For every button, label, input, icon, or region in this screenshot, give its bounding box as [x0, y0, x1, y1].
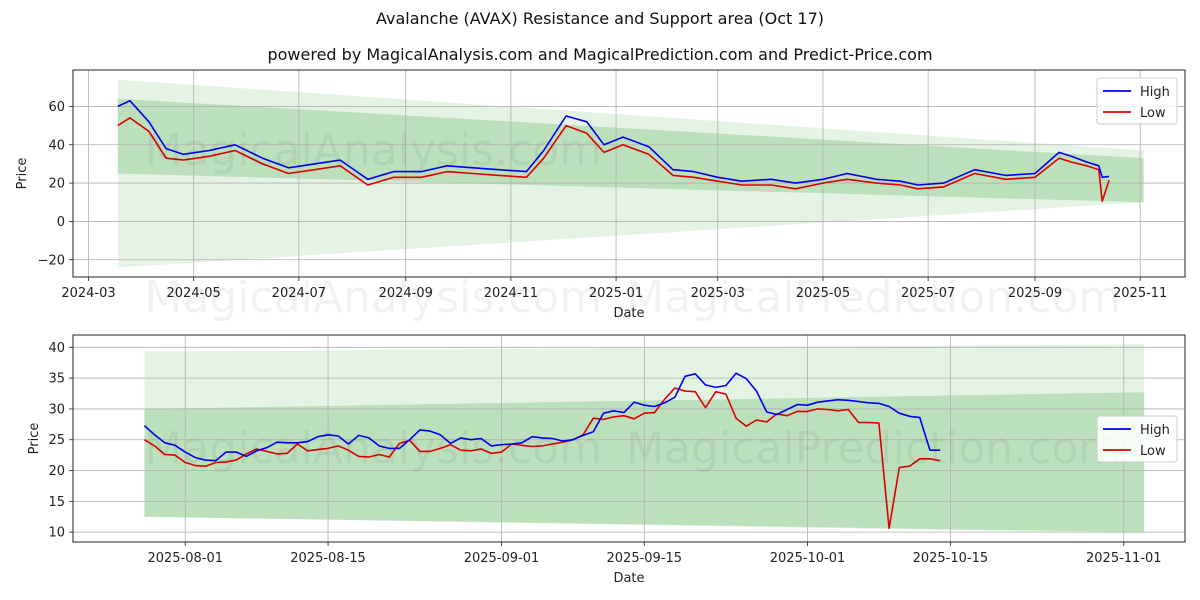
x-tick-label: 2024-11	[484, 286, 538, 301]
series-line-low	[117, 117, 1110, 203]
x-tick-label: 2024-07	[272, 286, 326, 301]
watermark: MagicalAnalysis.com	[144, 272, 602, 323]
x-tick-label: 2025-08-15	[290, 551, 366, 566]
x-axis-label: Date	[613, 306, 644, 321]
axes-frame	[72, 69, 1186, 278]
series-line-high	[143, 372, 941, 462]
y-tick-label: 0	[57, 215, 65, 230]
watermark: MagicalPrediction.com	[626, 272, 1121, 323]
chart-panel-1: 2024-03 2024-05 2024-07 2024-09 2024-11 2025-…	[15, 69, 1186, 323]
legend-low-2-label: Low	[1140, 444, 1166, 459]
legend-high-1-label: High	[1140, 85, 1170, 100]
chart-subtitle: powered by MagicalAnalysis.com and Magic…	[267, 45, 933, 64]
axes-frame	[72, 334, 1186, 543]
x-tick-label: 2025-08-01	[147, 551, 223, 566]
x-tick-label: 2025-11-01	[1086, 551, 1162, 566]
legend-high-2-label: High	[1140, 423, 1170, 438]
y-tick-label: 25	[48, 433, 65, 448]
x-tick-label: 2025-03	[691, 286, 745, 301]
chart-title: Avalanche (AVAX) Resistance and Support …	[375, 9, 825, 28]
y-tick-label: 20	[48, 177, 65, 192]
plot-area	[73, 335, 1185, 542]
watermark: MagicalAnalysis.com	[144, 423, 602, 474]
x-tick-label: 2025-01	[589, 286, 643, 301]
series-line-high	[117, 99, 1110, 186]
x-tick-label: 2024-03	[61, 286, 115, 301]
y-tick-label: 15	[48, 495, 65, 510]
legend: High Low	[1096, 77, 1178, 125]
x-tick-label: 2025-07	[901, 286, 955, 301]
watermark: MagicalAnalysis.com	[144, 125, 602, 176]
y-tick-label: 30	[48, 402, 65, 417]
legend: High Low	[1096, 415, 1178, 463]
band-inner	[117, 98, 1144, 203]
y-tick-label: 35	[48, 372, 65, 387]
x-tick-label: 2025-10-15	[913, 551, 989, 566]
band-outer	[117, 79, 1144, 268]
y-axis-label: Price	[27, 423, 42, 455]
y-tick-label: 40	[48, 138, 65, 153]
plot-area	[73, 70, 1185, 277]
x-tick-label: 2024-05	[167, 286, 221, 301]
x-tick-label: 2024-09	[379, 286, 433, 301]
y-tick-label: −20	[38, 253, 65, 268]
legend-low-1-label: Low	[1140, 106, 1166, 121]
x-tick-label: 2025-10-01	[770, 551, 846, 566]
y-tick-label: 20	[48, 464, 65, 479]
series-line-low	[143, 387, 941, 530]
y-tick-label: 40	[48, 341, 65, 356]
x-tick-label: 2025-05	[796, 286, 850, 301]
x-tick-label: 2025-09	[1008, 286, 1062, 301]
y-tick-label: 60	[48, 100, 65, 115]
chart-panel-2: 2025-08-01 2025-08-15 2025-09-01 2025-09-15…	[27, 334, 1186, 586]
x-tick-label: 2025-11	[1113, 286, 1167, 301]
watermark: MagicalPrediction.com	[626, 423, 1121, 474]
x-tick-label: 2025-09-01	[464, 551, 540, 566]
y-tick-label: 10	[48, 526, 65, 541]
x-tick-label: 2025-09-15	[607, 551, 683, 566]
y-axis-label: Price	[15, 158, 30, 190]
x-axis-label: Date	[613, 571, 644, 586]
